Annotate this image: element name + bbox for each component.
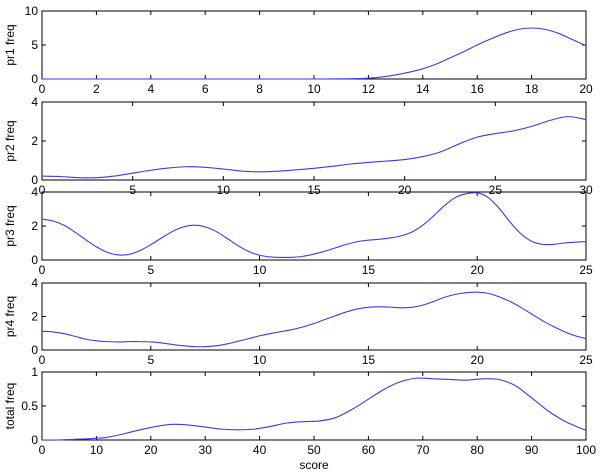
- x-tick-label: 5: [147, 353, 154, 367]
- y-tick-label: 2: [31, 219, 38, 233]
- x-tick-label: 20: [144, 443, 158, 457]
- y-tick-label: 2: [31, 310, 38, 324]
- x-tick-label: 0: [39, 353, 46, 367]
- x-tick-label: 40: [253, 443, 267, 457]
- y-axis-label: pr3 freq: [3, 205, 17, 246]
- x-tick-label: 12: [362, 82, 376, 96]
- y-tick-label: 0: [31, 72, 38, 86]
- x-tick-label: 5: [129, 183, 136, 197]
- y-tick-label: 10: [25, 4, 39, 18]
- x-tick-label: 0: [39, 443, 46, 457]
- panel-5: 0 10 20 30 40 50 60 70 80 90 100 0 0.5 1 total freq sco…: [3, 365, 596, 472]
- x-tick-label: 2: [93, 82, 100, 96]
- x-tick-label: 10: [217, 183, 231, 197]
- panel-5-axes-box: [41, 371, 587, 441]
- y-axis-label: total freq: [3, 383, 17, 430]
- x-tick-label: 30: [199, 443, 213, 457]
- x-tick-label: 0: [39, 183, 46, 197]
- panel-4: 0 5 10 15 20 25 0 2 4 pr4 freq: [3, 276, 593, 367]
- x-tick-label: 10: [253, 353, 267, 367]
- panel-4-series-line: [41, 291, 587, 348]
- y-tick-label: 0: [31, 433, 38, 447]
- y-tick-label: 0.5: [21, 399, 38, 413]
- x-tick-label: 20: [398, 183, 412, 197]
- x-axis-label: score: [299, 458, 329, 472]
- panel-1: 0 2 4 6 8 10 12 14 16 18 20 0 5 10 pr1 freq: [3, 4, 593, 96]
- panel-5-series-line: [41, 377, 587, 441]
- x-tick-label: 25: [579, 353, 593, 367]
- x-tick-label: 80: [471, 443, 485, 457]
- x-tick-label: 20: [579, 82, 593, 96]
- panel-3-series-line: [41, 192, 587, 259]
- y-tick-label: 4: [31, 276, 38, 290]
- y-tick-label: 0: [31, 343, 38, 357]
- x-tick-label: 16: [471, 82, 485, 96]
- x-tick-label: 30: [579, 183, 593, 197]
- y-axis-label: pr1 freq: [3, 24, 17, 65]
- x-tick-label: 18: [525, 82, 539, 96]
- x-tick-label: 4: [147, 82, 154, 96]
- x-tick-label: 20: [471, 353, 485, 367]
- panel-4-axes-box: [41, 282, 587, 351]
- y-tick-label: 4: [31, 95, 38, 109]
- y-tick-label: 4: [31, 185, 38, 199]
- x-tick-label: 50: [307, 443, 321, 457]
- x-tick-label: 25: [489, 183, 503, 197]
- y-tick-label: 0: [31, 173, 38, 187]
- x-tick-label: 5: [147, 263, 154, 277]
- x-tick-label: 15: [362, 353, 376, 367]
- x-tick-label: 10: [307, 82, 321, 96]
- x-tick-label: 90: [525, 443, 539, 457]
- x-tick-label: 60: [362, 443, 376, 457]
- panel-1-axes-box: [41, 10, 587, 80]
- x-tick-label: 15: [362, 263, 376, 277]
- x-tick-label: 25: [579, 263, 593, 277]
- x-tick-label: 8: [256, 82, 263, 96]
- panel-1-series-line: [41, 27, 587, 80]
- x-tick-label: 10: [253, 263, 267, 277]
- x-tick-label: 70: [416, 443, 430, 457]
- y-tick-label: 0: [31, 253, 38, 267]
- x-tick-label: 0: [39, 263, 46, 277]
- x-tick-label: 10: [90, 443, 104, 457]
- panel-2: 0 5 10 15 20 25 30 0 2 4 pr2 freq: [3, 95, 593, 197]
- x-tick-label: 0: [39, 82, 46, 96]
- x-tick-label: 14: [416, 82, 430, 96]
- y-axis-label: pr4 freq: [3, 296, 17, 337]
- panel-3-axes-box: [41, 191, 587, 261]
- panel-2-series-line: [41, 116, 587, 179]
- x-tick-label: 100: [576, 443, 596, 457]
- x-tick-label: 15: [307, 183, 321, 197]
- y-axis-label: pr2 freq: [3, 120, 17, 161]
- x-tick-label: 6: [202, 82, 209, 96]
- y-tick-label: 1: [31, 365, 38, 379]
- x-tick-label: 20: [471, 263, 485, 277]
- y-tick-label: 5: [31, 38, 38, 52]
- panel-3: 0 5 10 15 20 25 0 2 4 pr3 freq: [3, 185, 593, 277]
- y-tick-label: 2: [31, 134, 38, 148]
